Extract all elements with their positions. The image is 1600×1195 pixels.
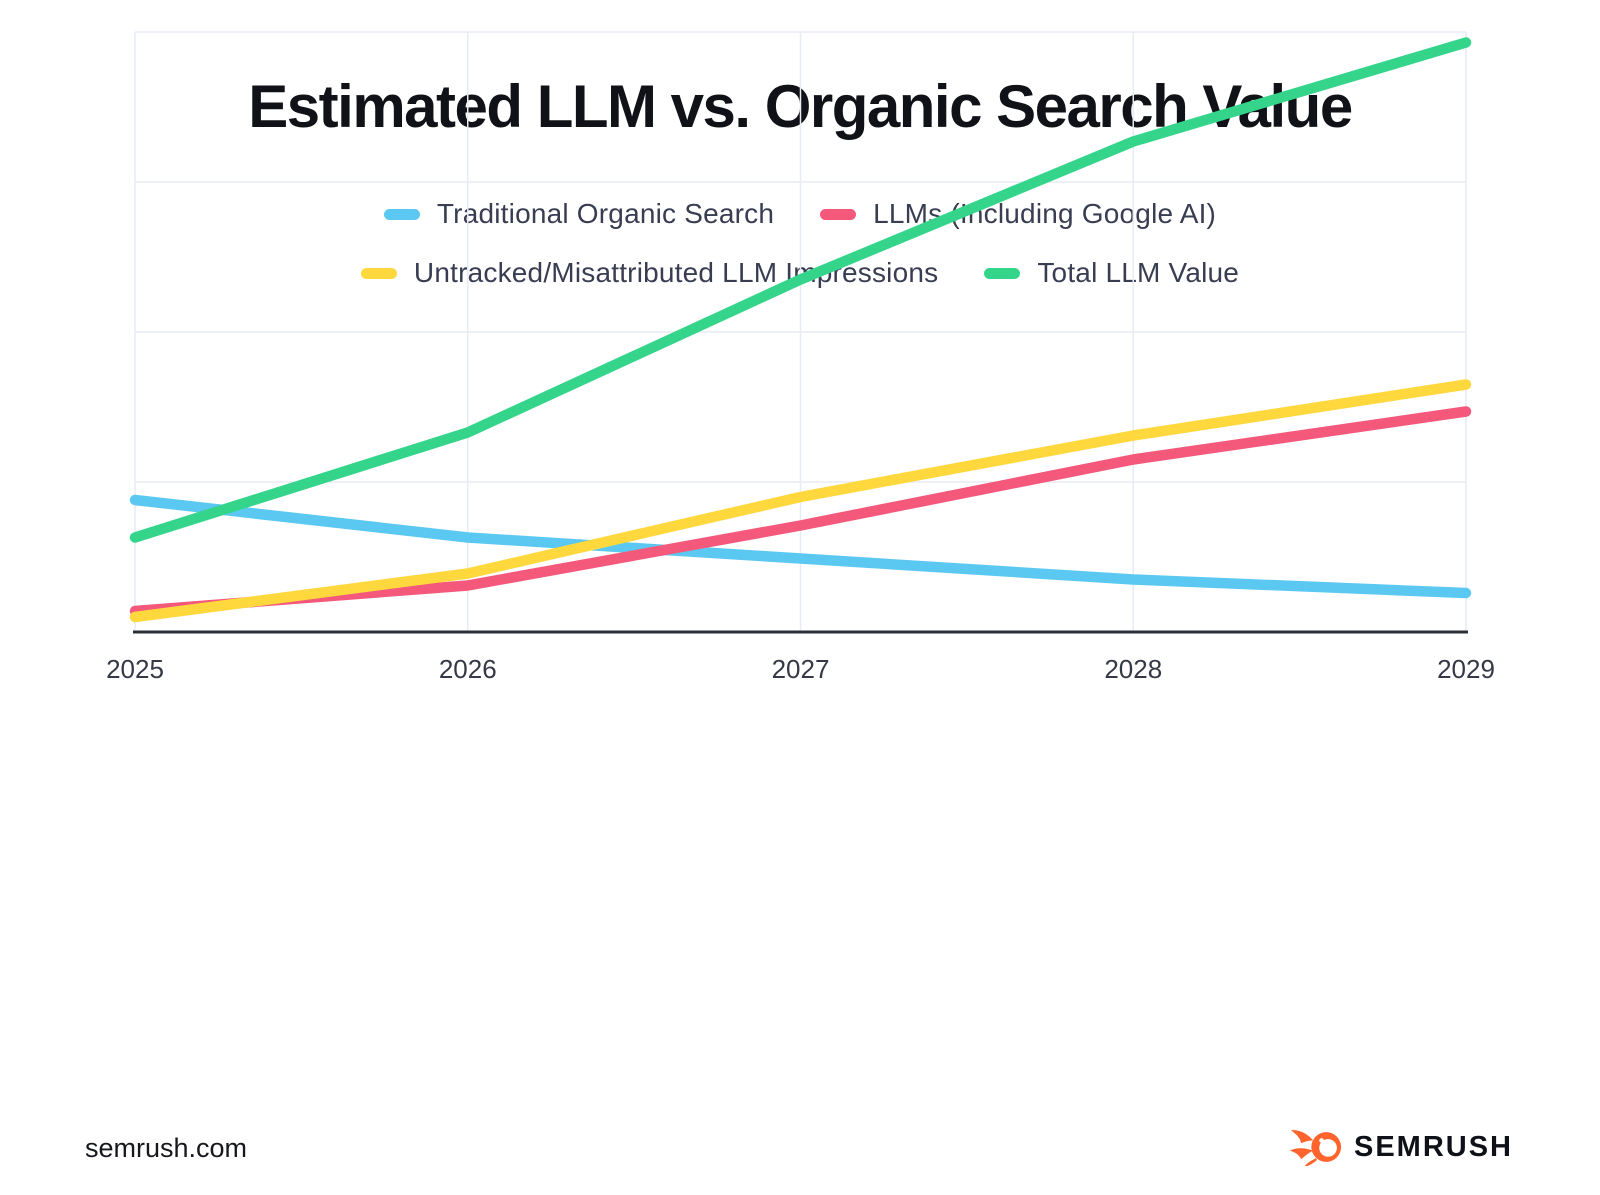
legend-row-1: Traditional Organic Search LLMs (Includin… (383, 198, 1216, 230)
brand-wordmark: SEMRUSH (1353, 1130, 1513, 1163)
x-tick-label: 2028 (1104, 654, 1162, 684)
line-chart-plot: 2025 2026 2027 2028 2029 (106, 31, 1495, 684)
gridlines (134, 31, 1467, 632)
legend-swatch (383, 208, 420, 220)
x-tick-label: 2027 (772, 654, 830, 684)
source-url: semrush.com (85, 1133, 248, 1163)
x-tick-label: 2026 (439, 654, 497, 684)
series-line (129, 37, 1472, 543)
legend-label: Total LLM Value (1037, 257, 1240, 288)
series-line (129, 406, 1472, 617)
chart-legend: Traditional Organic Search LLMs (Includin… (0, 198, 1600, 289)
semrush-flame-icon (1289, 1130, 1342, 1166)
legend-item: Total LLM Value (984, 257, 1239, 289)
brand-logo: SEMRUSH (1289, 1128, 1513, 1166)
legend-item: Traditional Organic Search (383, 198, 775, 230)
legend-swatch (360, 267, 397, 279)
legend-label: Traditional Organic Search (436, 198, 775, 229)
legend-swatch (820, 208, 857, 220)
series-line (129, 494, 1472, 599)
series-lines (129, 37, 1472, 623)
legend-item: LLMs (Including Google AI) (820, 198, 1216, 230)
series-line (129, 379, 1472, 623)
x-tick-label: 2029 (1437, 654, 1495, 684)
legend-swatch (984, 267, 1021, 279)
x-tick-label: 2025 (106, 654, 164, 684)
x-tick-labels: 2025 2026 2027 2028 2029 (106, 654, 1495, 684)
